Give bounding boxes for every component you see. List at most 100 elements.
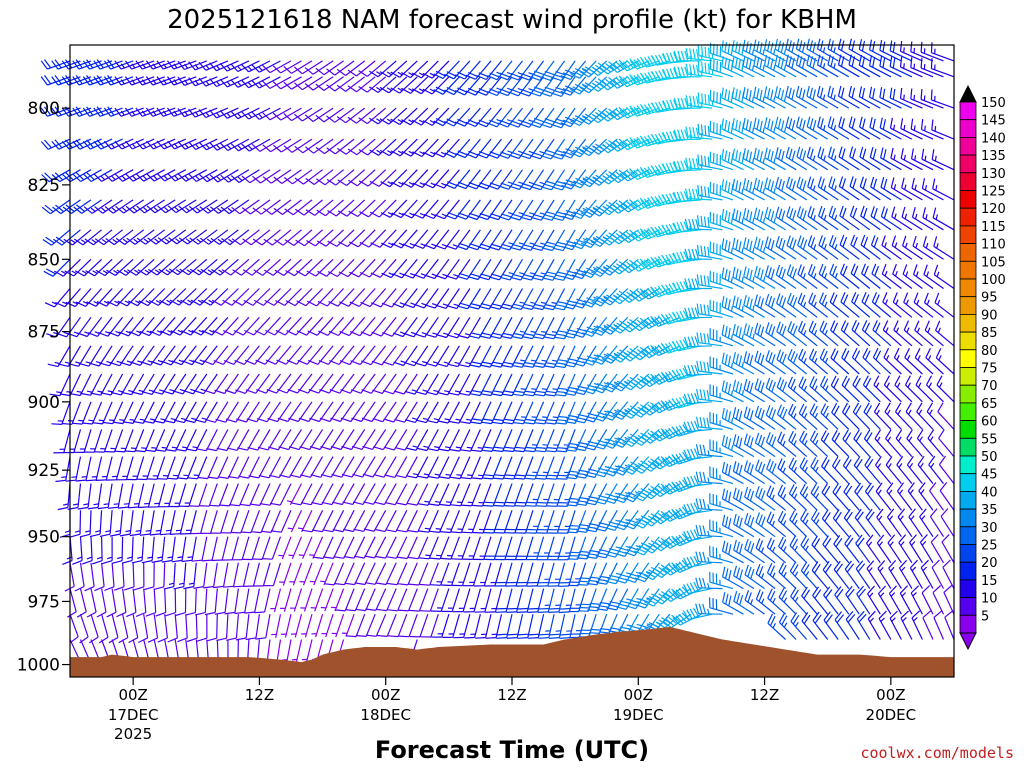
barb-half-flag: [170, 418, 176, 421]
barb-staff: [143, 588, 147, 613]
barb-flag: [326, 84, 336, 92]
barb-half-flag: [453, 332, 460, 336]
wind-barb: [87, 483, 103, 510]
barb-staff: [225, 401, 239, 423]
barb-staff: [585, 483, 597, 506]
wind-barb: [474, 588, 492, 613]
barb-flag: [530, 186, 541, 191]
barb-flag: [144, 449, 156, 452]
barb-flag: [337, 147, 347, 155]
wind-barb: [386, 562, 408, 586]
barb-staff: [137, 483, 145, 508]
barb-flag: [521, 89, 532, 94]
barb-flag: [481, 449, 493, 452]
wind-barb: [114, 169, 144, 182]
barb-flag: [182, 360, 193, 366]
barb-half-flag: [124, 300, 130, 304]
barb-flag: [519, 154, 530, 160]
wind-barb: [342, 483, 366, 505]
wind-barb: [230, 510, 250, 534]
barb-staff: [543, 373, 555, 397]
wind-barb: [270, 588, 282, 613]
barb-half-flag: [188, 582, 195, 585]
barb-flag: [522, 365, 534, 368]
barb-staff: [619, 316, 639, 334]
barb-staff: [203, 562, 208, 587]
barb-staff: [267, 429, 282, 451]
barb-flag: [381, 302, 392, 308]
barb-staff: [477, 258, 492, 280]
barb-flag: [437, 391, 448, 396]
barb-flag: [177, 141, 186, 150]
barb-staff: [324, 588, 334, 612]
barb-half-flag: [85, 530, 91, 533]
barb-half-flag: [122, 238, 128, 243]
wind-barb: [294, 76, 323, 91]
wind-barb: [547, 536, 566, 561]
barb-flag: [118, 637, 129, 644]
wind-barb: [153, 562, 166, 590]
barb-half-flag: [423, 473, 430, 476]
barb-flag: [41, 206, 51, 215]
barb-half-flag: [131, 110, 136, 116]
barb-flag: [406, 502, 418, 506]
wind-barb: [83, 169, 113, 183]
wind-barb: [283, 138, 313, 153]
barb-flag: [446, 275, 457, 280]
barb-flag: [298, 417, 309, 423]
barb-flag: [447, 334, 458, 339]
barb-flag: [380, 212, 391, 218]
barb-half-flag: [408, 119, 414, 123]
barb-staff: [550, 138, 566, 160]
barb-flag: [521, 182, 533, 188]
barb-staff: [358, 258, 376, 278]
barb-flag: [570, 120, 580, 127]
wind-barb: [298, 536, 313, 559]
barb-half-flag: [141, 447, 147, 449]
barb-flag: [128, 637, 138, 644]
barb-flag: [106, 269, 116, 277]
barb-flag: [326, 178, 337, 186]
barb-flag: [94, 238, 105, 246]
wind-barb: [320, 562, 334, 586]
barb-flag: [71, 422, 83, 425]
barb-staff: [186, 199, 208, 214]
barb-staff: [248, 60, 271, 73]
barb-staff: [187, 229, 208, 245]
wind-barb: [41, 199, 71, 215]
barb-flag: [343, 528, 354, 533]
barb-flag: [230, 531, 241, 534]
barb-flag: [72, 60, 80, 70]
barb-flag: [448, 420, 460, 424]
wind-barb: [338, 258, 366, 278]
barb-staff: [315, 614, 324, 638]
wind-barb: [510, 288, 534, 310]
barb-flag: [344, 582, 355, 586]
barb-staff: [524, 510, 534, 534]
barb-flag: [143, 420, 154, 424]
barb-staff: [248, 76, 271, 89]
barb-staff: [419, 614, 429, 638]
barb-flag: [77, 506, 89, 510]
wind-barb: [488, 229, 513, 251]
barb-staff: [303, 169, 323, 185]
barb-staff: [336, 258, 355, 277]
barb-staff: [74, 288, 92, 307]
barb-staff: [336, 229, 355, 247]
barb-staff: [332, 510, 345, 532]
barb-flag: [458, 272, 470, 277]
barb-half-flag: [454, 361, 460, 365]
wind-barb: [278, 536, 292, 560]
wind-barb: [447, 345, 471, 368]
wind-barb: [449, 429, 471, 452]
barb-half-flag: [542, 444, 548, 446]
wind-barb: [390, 60, 418, 78]
barb-staff: [530, 229, 545, 251]
barb-flag: [219, 62, 228, 72]
barb-half-flag: [103, 300, 110, 305]
barb-flag: [243, 299, 254, 306]
barb-flag: [54, 172, 64, 181]
wind-barb: [326, 60, 355, 76]
barb-flag: [478, 72, 489, 78]
barb-staff: [522, 401, 534, 425]
